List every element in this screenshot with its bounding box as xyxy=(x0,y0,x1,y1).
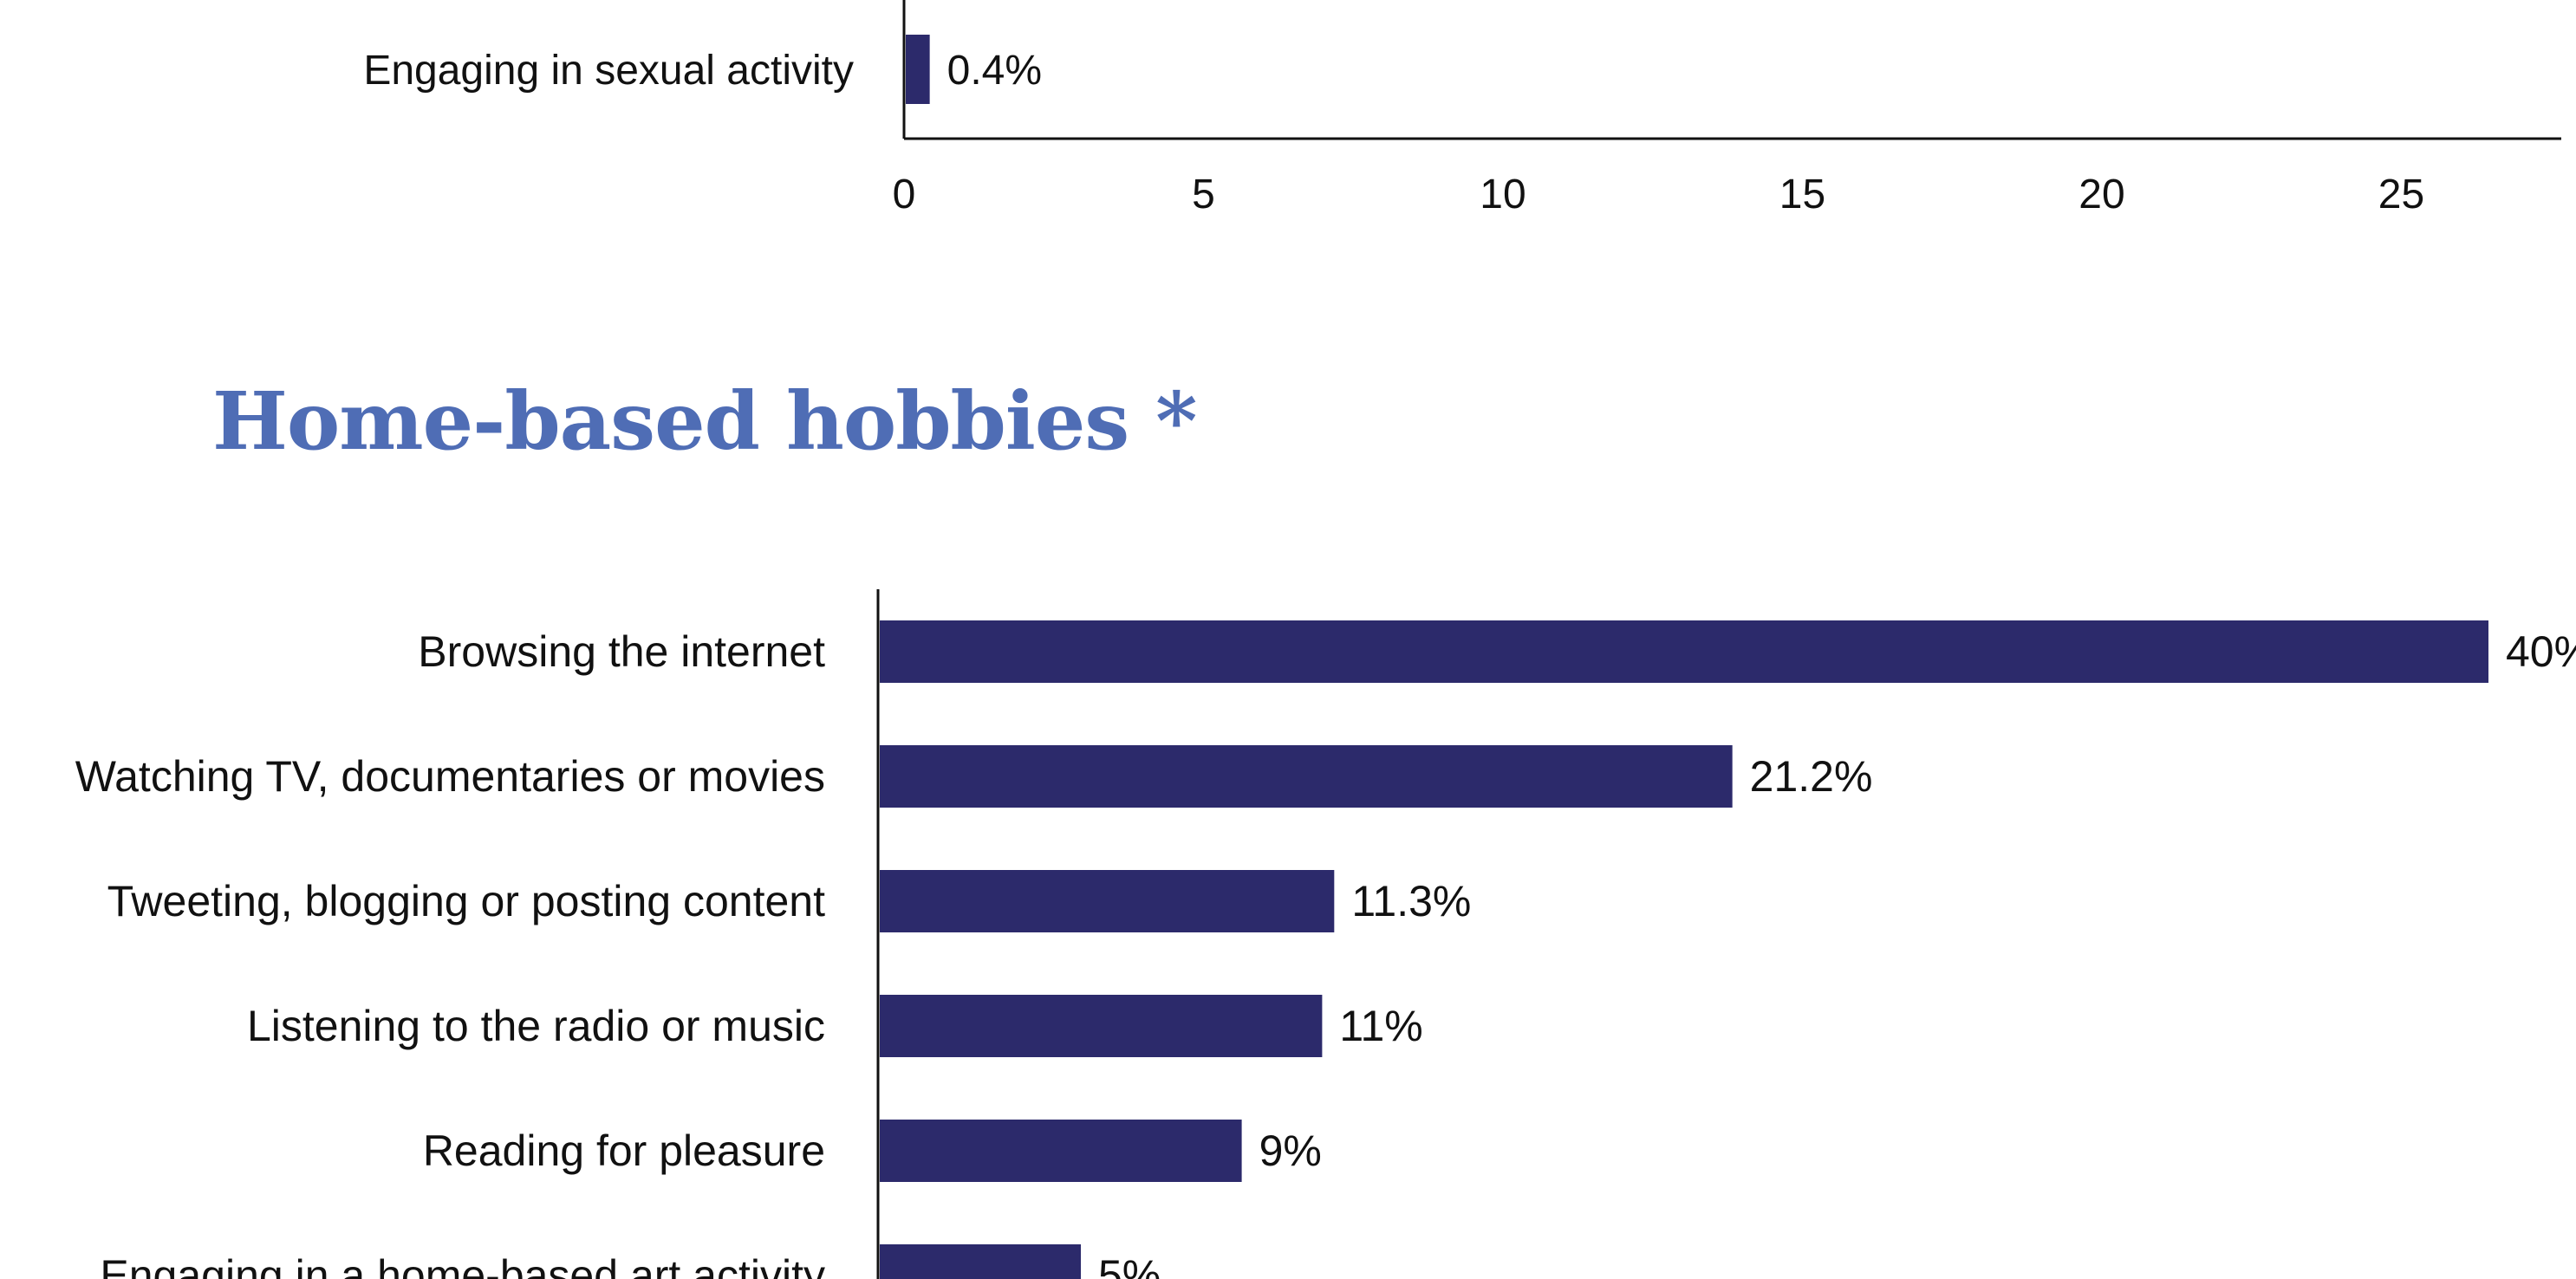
x-tick-label: 15 xyxy=(1779,172,1825,217)
bar xyxy=(880,1120,1242,1182)
bar xyxy=(880,1244,1081,1279)
bar xyxy=(880,870,1335,932)
category-label: Reading for pleasure xyxy=(423,1126,825,1175)
bar xyxy=(906,35,930,104)
category-label: Browsing the internet xyxy=(418,627,825,676)
value-label: 11.3% xyxy=(1351,877,1471,925)
bar xyxy=(880,995,1323,1057)
value-label: 21.2% xyxy=(1750,752,1873,801)
category-label: Engaging in sexual activity xyxy=(363,48,854,94)
bar xyxy=(880,620,2488,683)
section-title: Home-based hobbies * xyxy=(212,374,1197,468)
x-tick-label: 5 xyxy=(1192,172,1215,217)
category-label: Tweeting, blogging or posting content xyxy=(107,877,825,925)
category-label: Listening to the radio or music xyxy=(247,1002,825,1050)
top-bar-chart: Engaging in sexual activity 0.4% 0 5 10 15 20 2… xyxy=(363,0,2561,217)
category-label: Engaging in a home-based art activity xyxy=(100,1251,825,1279)
value-label: 5% xyxy=(1098,1251,1161,1279)
value-label: 9% xyxy=(1259,1126,1322,1175)
home-hobbies-bar-chart: Browsing the internet 40% Watching TV, doc… xyxy=(75,589,2576,1279)
x-tick-label: 20 xyxy=(2078,172,2124,217)
x-tick-label: 10 xyxy=(1480,172,1525,217)
x-tick-label: 25 xyxy=(2378,172,2424,217)
value-label: 11% xyxy=(1339,1002,1422,1050)
x-tick-label: 0 xyxy=(893,172,916,217)
bar xyxy=(880,745,1733,808)
value-label: 0.4% xyxy=(947,48,1042,94)
value-label: 40% xyxy=(2506,627,2576,676)
category-label: Watching TV, documentaries or movies xyxy=(75,752,825,801)
